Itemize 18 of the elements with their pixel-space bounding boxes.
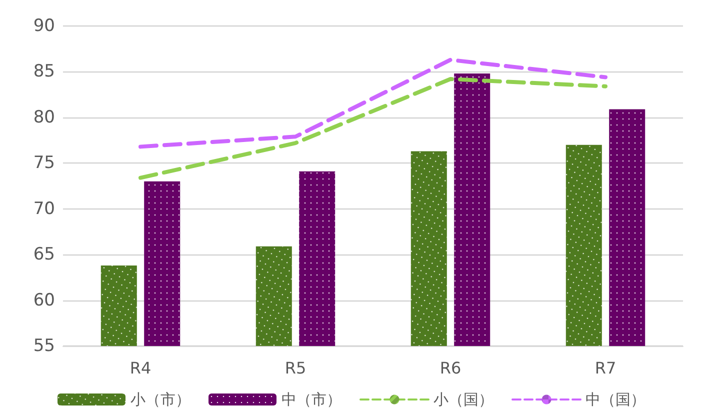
legend-label: 小（国）: [434, 390, 494, 408]
y-tick-label: 80: [33, 107, 55, 128]
y-tick-label: 70: [33, 198, 55, 219]
x-tick-label: R6: [440, 358, 462, 378]
line-series: [138, 58, 608, 149]
line-series: [138, 77, 608, 180]
y-tick-label: 85: [33, 62, 55, 82]
y-tick-label: 55: [33, 336, 55, 356]
y-tick-label: 90: [33, 16, 55, 36]
x-tick-label: R5: [284, 358, 306, 378]
x-tick-label: R4: [130, 358, 152, 378]
y-tick-label: 60: [33, 290, 55, 310]
legend-label: 中（国）: [586, 390, 646, 408]
y-tick-label: 75: [33, 153, 55, 174]
legend-label: 小（市）: [130, 390, 190, 408]
x-tick-label: R7: [594, 358, 616, 378]
legend-label: 中（市）: [282, 390, 342, 408]
y-tick-label: 65: [33, 244, 55, 265]
